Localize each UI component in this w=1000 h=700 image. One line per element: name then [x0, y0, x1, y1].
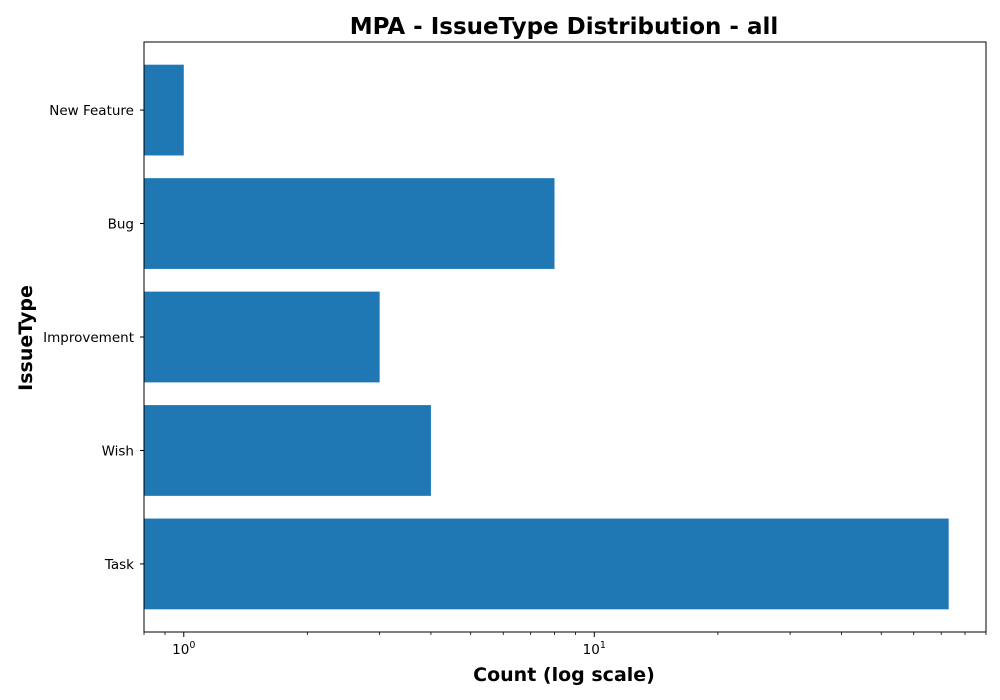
y-tick-label: Task: [104, 557, 134, 573]
bar-task: [144, 518, 949, 610]
y-tick-label: Wish: [102, 443, 134, 459]
x-tick-label-exponent: 1: [600, 640, 606, 651]
chart-title: MPA - IssueType Distribution - all: [350, 14, 779, 40]
y-axis-label: IssueType: [15, 285, 37, 391]
y-tick-label: Bug: [108, 217, 134, 233]
bars-layer: [144, 64, 949, 610]
x-axis-label: Count (log scale): [473, 664, 655, 686]
x-tick-label: 101: [583, 640, 606, 658]
y-tick-label: Improvement: [43, 330, 134, 346]
bar-improvement: [144, 291, 380, 383]
y-tick-label: New Feature: [49, 103, 134, 119]
x-tick-label-base: 10: [172, 642, 189, 658]
bar-bug: [144, 178, 555, 269]
bar-new-feature: [144, 64, 184, 156]
x-tick-label-base: 10: [583, 642, 600, 658]
bar-wish: [144, 405, 431, 496]
x-tick-label-exponent: 0: [189, 640, 195, 651]
x-tick-label: 100: [172, 640, 195, 658]
